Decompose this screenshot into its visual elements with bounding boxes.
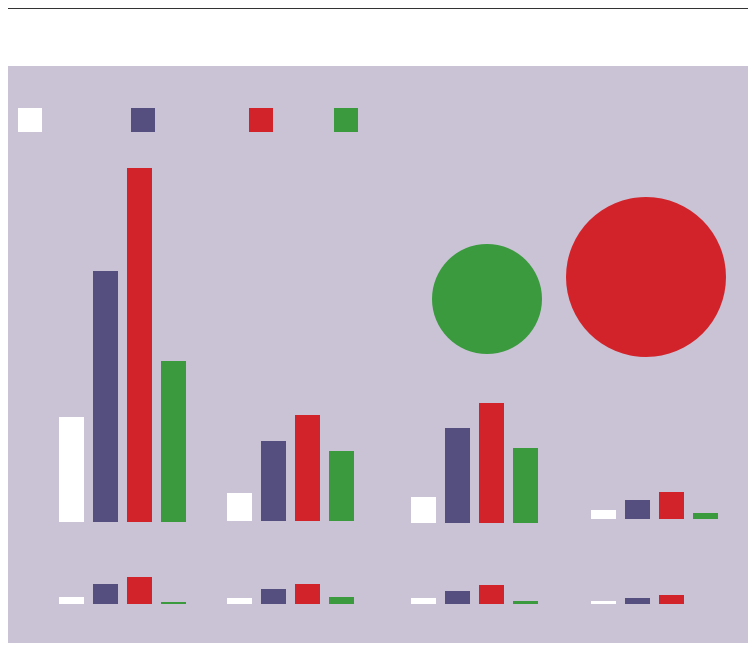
lower-bar-4-3 — [659, 595, 684, 604]
upper-bar-1-4 — [161, 361, 186, 522]
upper-group-1 — [59, 168, 186, 522]
bubble-markers — [432, 197, 726, 357]
top-rule — [8, 8, 748, 9]
lower-bar-2-1 — [227, 598, 252, 604]
upper-bar-4-2 — [625, 500, 650, 519]
upper-bar-3-3 — [479, 403, 504, 523]
lower-bar-3-1 — [411, 598, 436, 604]
upper-bar-4-3 — [659, 492, 684, 519]
upper-bar-2-3 — [295, 415, 320, 521]
lower-bar-2-2 — [261, 589, 286, 604]
upper-bar-2-1 — [227, 493, 252, 521]
upper-bar-3-4 — [513, 448, 538, 523]
lower-bar-4-1 — [591, 601, 616, 604]
lower-bar-3-2 — [445, 591, 470, 604]
upper-bar-4-4 — [693, 513, 718, 519]
legend-swatch-1 — [18, 108, 42, 132]
upper-bar-4-1 — [591, 510, 616, 519]
lower-bar-3-3 — [479, 585, 504, 604]
lower-group-4 — [591, 595, 684, 604]
upper-bar-2-4 — [329, 451, 354, 521]
lower-bar-2-4 — [329, 597, 354, 604]
legend — [18, 108, 358, 132]
upper-bar-1-3 — [127, 168, 152, 522]
lower-bar-1-2 — [93, 584, 118, 604]
lower-bar-groups — [59, 577, 684, 604]
legend-swatch-3 — [249, 108, 273, 132]
upper-group-4 — [591, 492, 718, 519]
upper-bar-1-1 — [59, 417, 84, 522]
bubble-1 — [432, 244, 542, 354]
lower-bar-1-3 — [127, 577, 152, 604]
lower-group-1 — [59, 577, 186, 604]
upper-bar-3-1 — [411, 497, 436, 523]
upper-bar-2-2 — [261, 441, 286, 521]
lower-bar-2-3 — [295, 584, 320, 604]
bar-chart — [8, 66, 748, 643]
upper-bar-groups — [59, 168, 718, 523]
lower-group-3 — [411, 585, 538, 604]
lower-bar-3-4 — [513, 601, 538, 604]
upper-bar-3-2 — [445, 428, 470, 523]
upper-group-3 — [411, 403, 538, 523]
upper-bar-1-2 — [93, 271, 118, 522]
lower-group-2 — [227, 584, 354, 604]
legend-swatch-4 — [334, 108, 358, 132]
lower-bar-1-1 — [59, 597, 84, 604]
chart-panel — [8, 66, 748, 643]
lower-bar-1-4 — [161, 602, 186, 604]
bubble-2 — [566, 197, 726, 357]
legend-swatch-2 — [131, 108, 155, 132]
upper-group-2 — [227, 415, 354, 521]
lower-bar-4-2 — [625, 598, 650, 604]
